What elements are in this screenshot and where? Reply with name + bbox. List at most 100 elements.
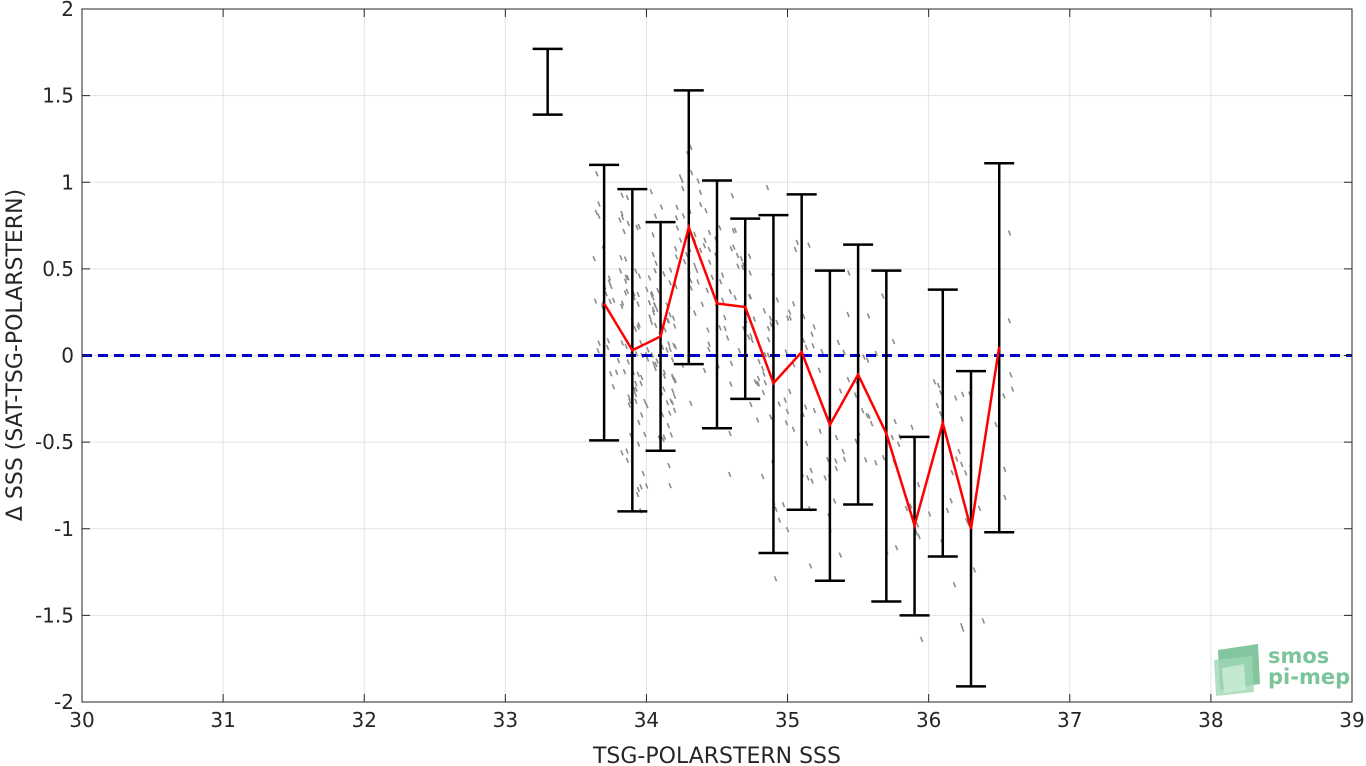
scatter-point [818,428,822,435]
scatter-point [623,290,628,296]
scatter-point [784,420,789,426]
x-tick-label: 31 [210,708,235,732]
scatter-point [755,380,760,387]
scatter-point [846,311,850,318]
scatter-point [1007,230,1012,236]
scatter-point [674,283,678,290]
scatter-point [994,421,998,428]
scatter-point [735,252,740,259]
error-bar [589,163,620,442]
scatter-point [645,356,650,362]
scatter-point [1002,393,1006,399]
scatter-point [737,347,742,354]
scatter-point [865,412,869,419]
scatter-point [634,351,639,357]
scatter-point [662,386,666,392]
scatter-point [663,327,667,333]
scatter-point [618,217,622,223]
scatter-point [597,201,601,207]
scatter-point [766,352,771,358]
scatter-point [647,275,652,281]
scatter-point [952,581,957,588]
scatter-point [618,267,623,274]
scatter-point [788,315,792,321]
scatter-point [950,469,954,476]
scatter-point [795,239,799,246]
scatter-point [960,416,964,422]
scatter-point [671,315,676,321]
scatter-point [650,352,654,358]
scatter-point [634,398,638,404]
scatter-point [637,322,641,328]
scatter-point [938,389,943,396]
scatter-point [718,278,723,285]
scatter-point [636,291,640,298]
scatter-point [609,371,613,377]
scatter-point [721,297,725,304]
x-tick-label: 32 [351,708,376,732]
y-tick-label: 0 [61,344,74,368]
scatter-point [802,313,806,320]
scatter-point [635,491,640,498]
scatter-point [608,298,612,305]
scatter-point [1003,494,1007,501]
scatter-point [867,413,871,420]
scatter-point [854,438,858,444]
scatter-point [910,424,914,431]
scatter-point [620,192,624,199]
scatter-point [597,340,601,346]
scatter-point [675,225,680,231]
scatter-point [673,377,677,383]
scatter-point [661,436,665,443]
scatter-point [769,414,773,420]
scatter-point [607,275,612,281]
scatter-point [606,337,611,344]
scatter-point [783,397,787,403]
scatter-point [634,268,638,274]
scatter-point [707,346,711,353]
scatter-point [670,357,675,363]
scatter-point [624,274,629,281]
scatter-point [620,300,625,307]
scatter-point [698,201,703,208]
scatter-point [667,410,672,416]
scatter-point [651,232,655,238]
scatter-point [625,448,629,454]
scatter-point [761,389,766,396]
scatter-point [655,358,659,364]
scatter-point [668,267,673,273]
scatter-point [739,255,744,262]
scatter-point [611,297,616,304]
scatter-point [653,213,658,219]
scatter-point [765,184,770,191]
scatter-point [672,323,677,329]
scatter-point [693,231,697,238]
scatter-point [836,339,841,346]
scatter-point [807,242,811,248]
scatter-point [785,526,790,533]
scatter-point [915,522,920,528]
scatter-point [594,209,599,216]
scatter-point [648,314,652,320]
scatter-point [645,483,649,489]
scatter-point [775,319,779,326]
scatter-point [731,228,736,234]
scatter-point [961,626,965,632]
scatter-point [810,478,814,484]
scatter-point [847,270,851,276]
scatter-point [728,288,733,295]
scatter-point [960,461,964,468]
scatter-point [832,498,837,504]
scatter-point [650,290,655,297]
scatter-point [720,272,725,278]
scatter-point [593,298,598,304]
scatter-point [853,392,858,398]
scatter-point [700,301,705,308]
scatter-point [622,228,626,235]
scatter-point [917,533,921,540]
scatter-point [643,398,647,405]
scatter-point [623,278,628,285]
scatter-point [729,246,734,252]
scatter-point [628,398,632,405]
scatter-point [633,391,638,398]
